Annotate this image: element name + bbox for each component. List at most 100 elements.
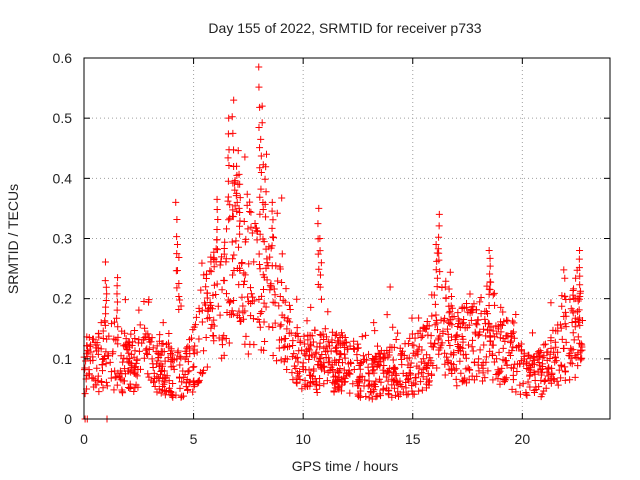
data-point [434, 336, 442, 344]
data-point [354, 344, 362, 352]
data-point [314, 250, 322, 258]
data-point [218, 253, 226, 261]
data-point [386, 283, 394, 291]
data-point [539, 363, 547, 371]
data-point [414, 350, 422, 358]
data-point [483, 326, 491, 334]
data-point [392, 336, 400, 344]
data-point [519, 380, 527, 388]
data-point [423, 362, 431, 370]
data-point [347, 360, 355, 368]
data-point [173, 215, 181, 223]
data-point [230, 267, 238, 275]
data-point [431, 339, 439, 347]
data-point [308, 332, 316, 340]
data-point [377, 358, 385, 366]
data-point [469, 347, 477, 355]
data-point [456, 343, 464, 351]
data-point [86, 357, 94, 365]
data-point [337, 351, 345, 359]
data-point [189, 363, 197, 371]
data-point [135, 347, 143, 355]
data-point [133, 356, 141, 364]
data-point [369, 363, 377, 371]
data-point [299, 365, 307, 373]
data-point [336, 350, 344, 358]
data-point [346, 342, 354, 350]
data-point [562, 323, 570, 331]
data-point [284, 315, 292, 323]
data-point [413, 362, 421, 370]
data-point [407, 359, 415, 367]
data-point [225, 161, 233, 169]
data-point [552, 343, 560, 351]
data-point [526, 383, 534, 391]
data-point [324, 308, 332, 316]
data-point [195, 308, 203, 316]
data-point [477, 293, 485, 301]
data-point [238, 260, 246, 268]
data-point [213, 226, 221, 234]
data-point [447, 366, 455, 374]
data-point [123, 345, 131, 353]
data-point [244, 225, 252, 233]
data-point [198, 370, 206, 378]
data-point [529, 329, 537, 337]
data-point [122, 335, 130, 343]
data-point [512, 311, 520, 319]
data-point [558, 302, 566, 310]
data-point [174, 349, 182, 357]
data-point [135, 336, 143, 344]
data-point [560, 344, 568, 352]
data-point [278, 278, 286, 286]
data-point [256, 210, 264, 218]
data-point [458, 303, 466, 311]
data-point [184, 343, 192, 351]
data-point [475, 367, 483, 375]
data-point [260, 346, 268, 354]
data-point [497, 321, 505, 329]
data-point [293, 329, 301, 337]
data-point [198, 318, 206, 326]
data-point [97, 345, 105, 353]
data-point [269, 351, 277, 359]
data-point [229, 271, 237, 279]
data-point [253, 236, 261, 244]
data-point [569, 287, 577, 295]
data-point [486, 254, 494, 262]
data-point [569, 307, 577, 315]
data-point [209, 331, 217, 339]
data-point [316, 283, 324, 291]
data-point [255, 123, 263, 131]
data-point [213, 236, 221, 244]
data-point [515, 342, 523, 350]
data-point [350, 337, 358, 345]
data-point [131, 347, 139, 355]
data-point [160, 367, 168, 375]
data-point [452, 375, 460, 383]
data-point [257, 135, 265, 143]
data-point [335, 368, 343, 376]
data-point [153, 342, 161, 350]
data-point [441, 314, 449, 322]
data-point [87, 341, 95, 349]
data-point [181, 370, 189, 378]
data-point [157, 389, 165, 397]
data-point [102, 310, 110, 318]
data-point [92, 381, 100, 389]
data-point [361, 376, 369, 384]
data-point [419, 366, 427, 374]
data-point [566, 359, 574, 367]
data-point [446, 341, 454, 349]
data-point [276, 322, 284, 330]
data-point [292, 354, 300, 362]
data-point [557, 361, 565, 369]
data-point [428, 371, 436, 379]
data-point [123, 355, 131, 363]
data-point [489, 327, 497, 335]
data-point [250, 341, 258, 349]
data-point [301, 377, 309, 385]
data-point [441, 349, 449, 357]
data-point [145, 296, 153, 304]
data-point [107, 368, 115, 376]
